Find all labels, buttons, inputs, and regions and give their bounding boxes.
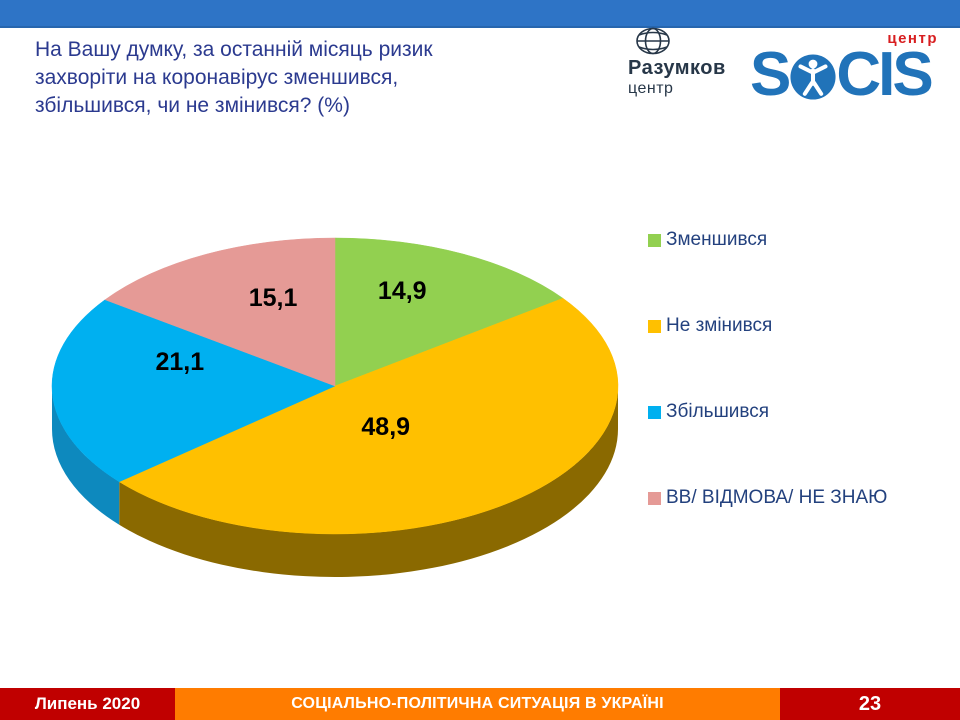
slide-title: На Вашу думку, за останній місяць ризик … bbox=[35, 38, 433, 117]
pie-slice bbox=[118, 297, 619, 535]
pie-slice-side bbox=[52, 386, 120, 525]
footer-series-title: СОЦІАЛЬНО-ПОЛІТИЧНА СИТУАЦІЯ В УКРАЇНІ bbox=[175, 688, 780, 720]
pie-chart: 14,9 48,9 21,1 15,1 bbox=[51, 237, 619, 578]
footer-page-number: 23 bbox=[780, 688, 960, 720]
pie-value-label: 21,1 bbox=[155, 348, 204, 376]
socis-person-icon bbox=[790, 54, 836, 100]
legend-label: Не змінився bbox=[666, 315, 773, 336]
socis-letters-cis: CIS bbox=[836, 40, 933, 109]
razumkov-name: Разумков bbox=[628, 57, 726, 79]
pie-slice bbox=[104, 237, 336, 387]
pie-chart-area: 14,9 48,9 21,1 15,1 bbox=[40, 225, 630, 590]
socis-logo: центр S CIS bbox=[750, 28, 942, 106]
legend-label: Збільшився bbox=[666, 401, 770, 422]
legend-item: Не змінився bbox=[648, 314, 948, 338]
razumkov-subtitle: центр bbox=[628, 80, 674, 97]
legend-item: ВВ/ ВІДМОВА/ НЕ ЗНАЮ bbox=[648, 486, 948, 510]
pie-slice bbox=[334, 237, 564, 387]
legend-swatch bbox=[648, 233, 661, 247]
top-accent-bar bbox=[0, 0, 960, 28]
socis-letter-s: S bbox=[750, 40, 791, 109]
socis-wordmark: S CIS bbox=[750, 40, 934, 109]
globe-icon bbox=[636, 27, 670, 55]
legend-swatch bbox=[648, 405, 661, 419]
pie-value-label: 48,9 bbox=[361, 413, 410, 441]
legend-label: ВВ/ ВІДМОВА/ НЕ ЗНАЮ bbox=[666, 487, 888, 508]
razumkov-logo: Разумков центр bbox=[628, 27, 726, 98]
legend-item: Збільшився bbox=[648, 400, 948, 424]
legend-swatch bbox=[648, 319, 661, 333]
socis-tagline: центр bbox=[887, 30, 938, 47]
legend-item: Зменшився bbox=[648, 228, 948, 252]
footer: Липень 2020 СОЦІАЛЬНО-ПОЛІТИЧНА СИТУАЦІЯ… bbox=[0, 688, 960, 720]
pie-value-label: 14,9 bbox=[378, 277, 427, 305]
chart-legend: Зменшився Не змінився Збільшився ВВ/ ВІДМОВ… bbox=[648, 228, 948, 572]
legend-swatch bbox=[648, 491, 661, 505]
legend-label: Зменшився bbox=[666, 229, 768, 250]
pie-slice bbox=[51, 299, 336, 483]
pie-slice-side bbox=[119, 386, 619, 578]
pie-value-label: 15,1 bbox=[249, 284, 298, 312]
footer-date: Липень 2020 bbox=[0, 688, 175, 720]
